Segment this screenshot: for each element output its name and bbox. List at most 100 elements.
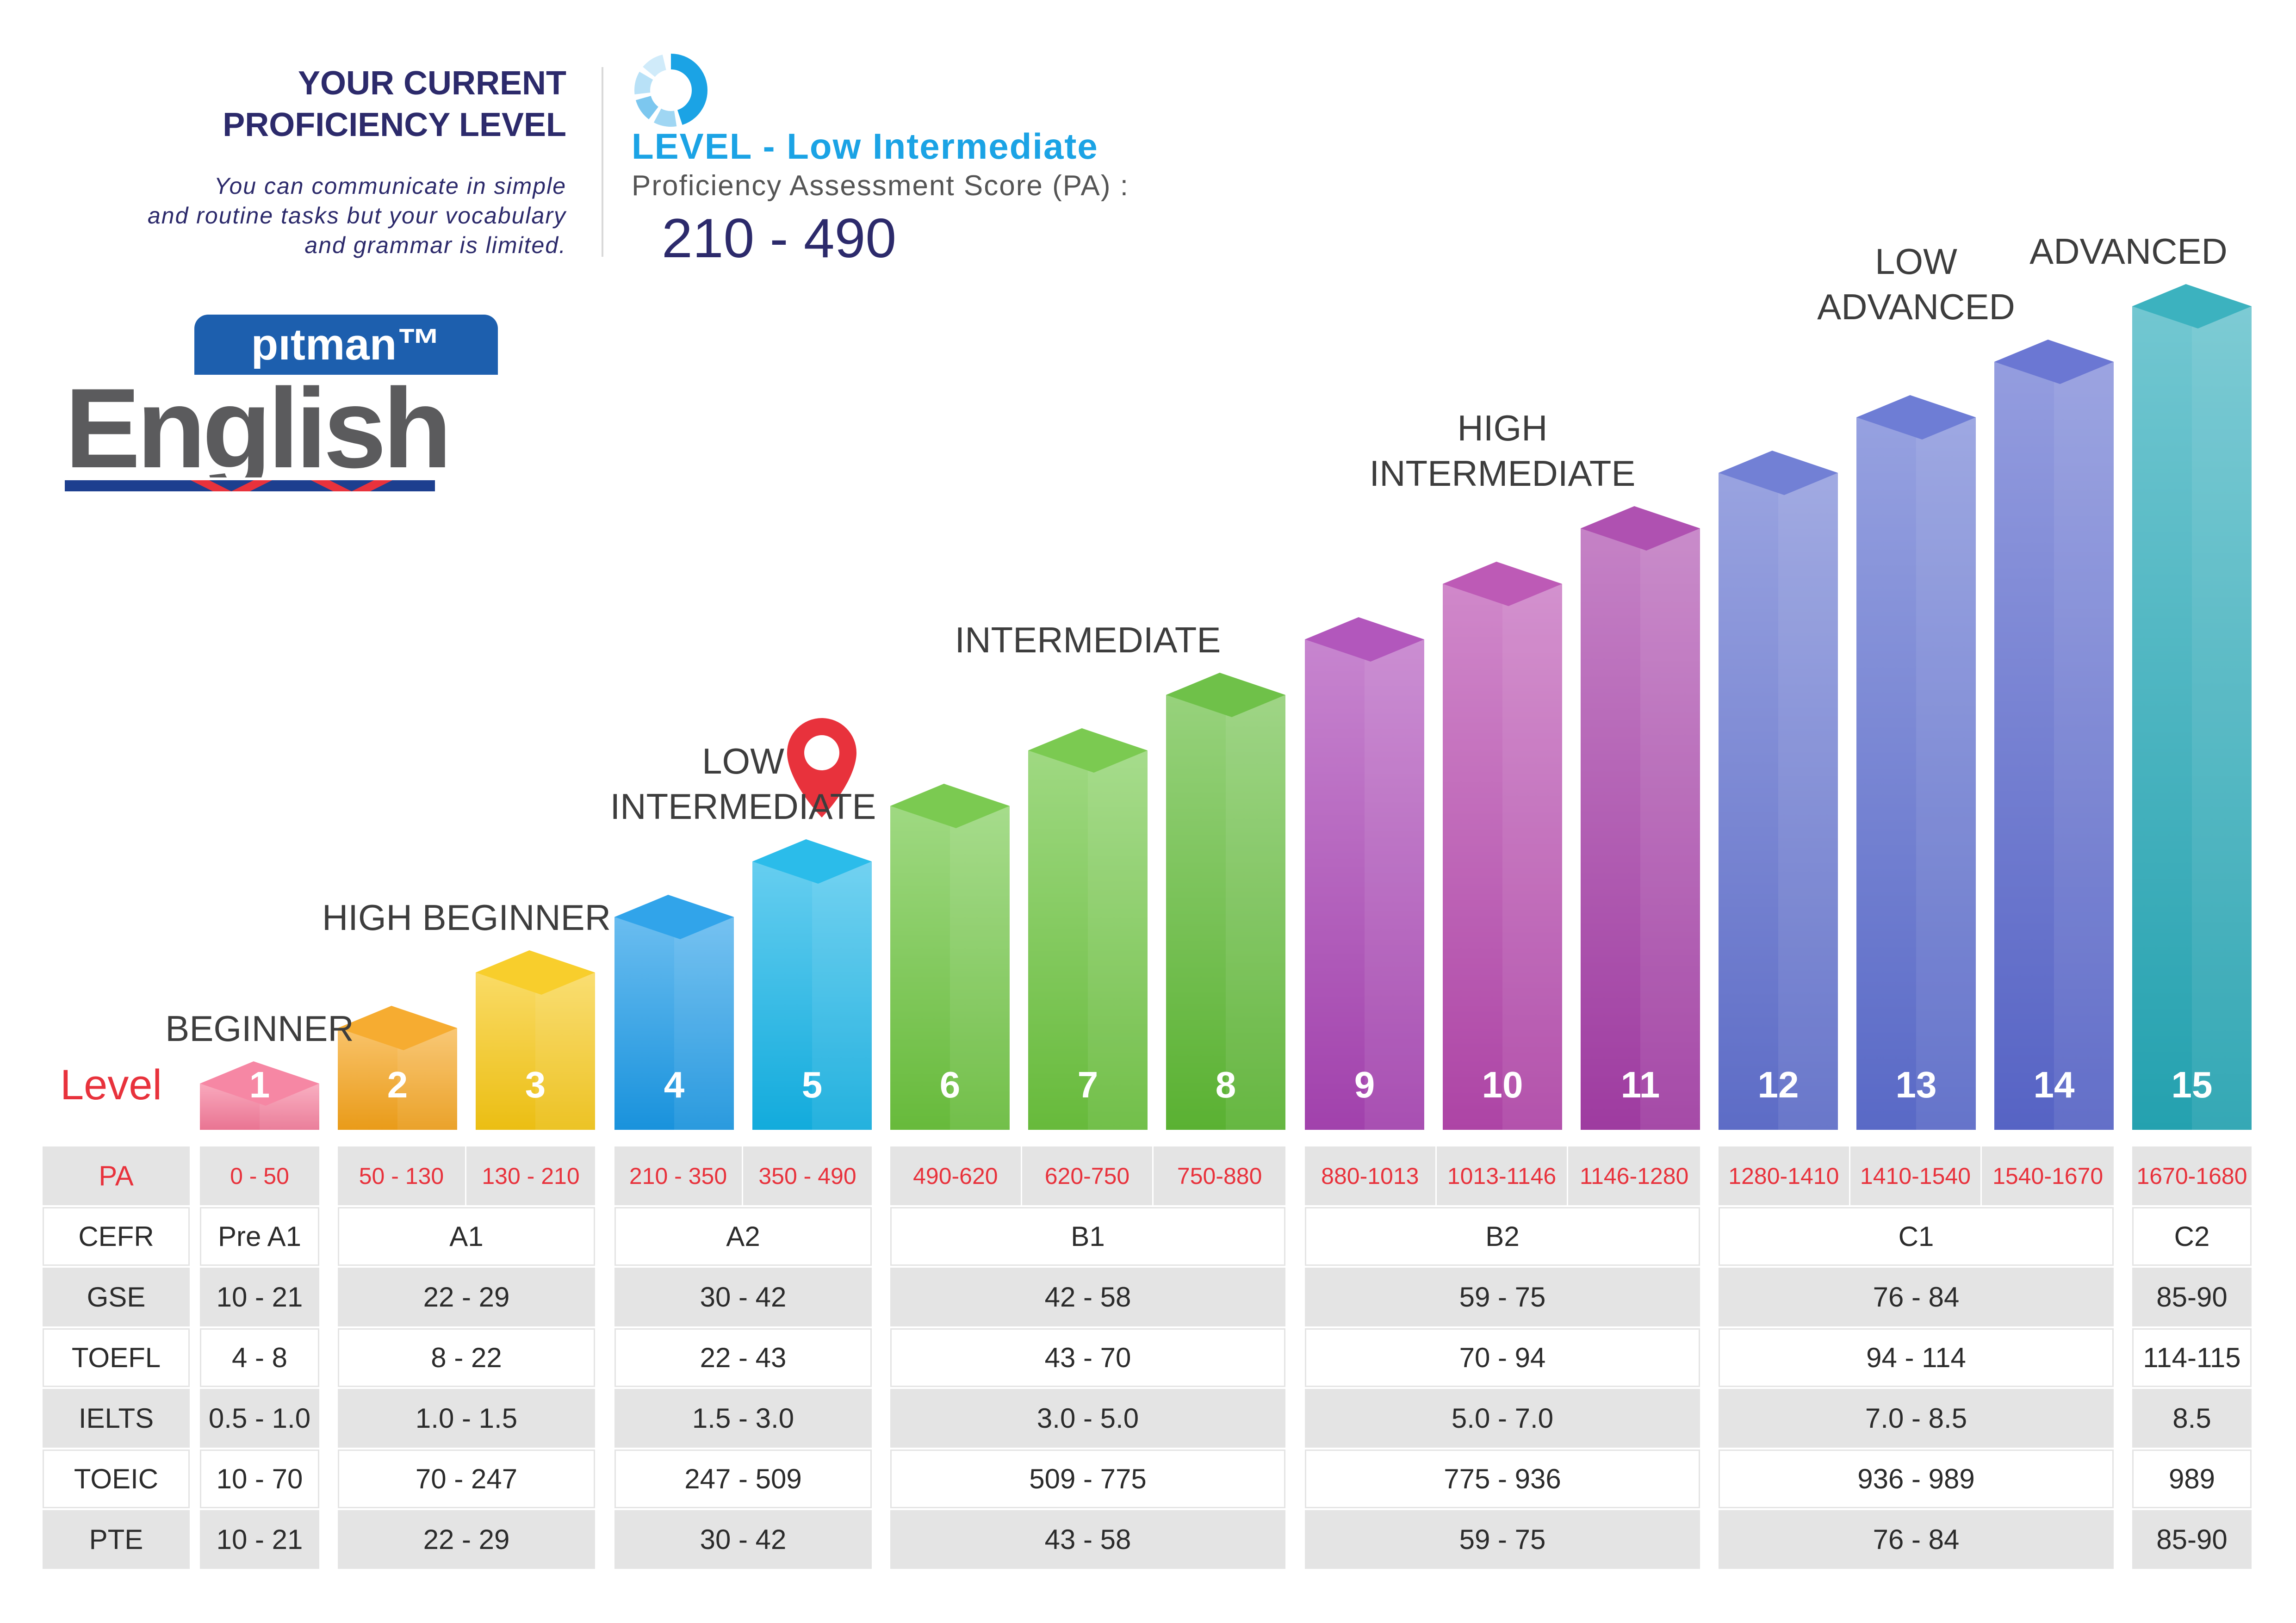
gse-cell: 59 - 75 — [1305, 1268, 1700, 1326]
bar-number-3: 3 — [525, 1064, 546, 1105]
ielts-cell: 3.0 - 5.0 — [890, 1389, 1285, 1448]
ielts-cell: 1.5 - 3.0 — [614, 1389, 872, 1448]
pa-cell: 1410-1540 — [1850, 1146, 1982, 1205]
bar-level-2: 2 — [338, 1006, 457, 1130]
row-header-toefl: TOEFL — [43, 1328, 190, 1387]
category-label: INTERMEDIATE — [926, 617, 1250, 663]
pte-cell: 59 - 75 — [1305, 1510, 1700, 1569]
bar-top-1 — [200, 1061, 319, 1106]
category-label: LOW ADVANCED — [1754, 239, 2078, 329]
bar-front-5 — [752, 861, 872, 1130]
pitman-english-logo: pıtman™ English — [65, 315, 498, 500]
bar-top-2 — [338, 1006, 457, 1050]
proficiency-description: You can communicate in simple and routin… — [11, 171, 566, 260]
toeic-cell: 509 - 775 — [890, 1450, 1285, 1508]
pa-cell: 130 - 210 — [466, 1146, 595, 1205]
logo-banner: pıtman™ — [194, 315, 498, 375]
bar-side-6 — [950, 806, 1010, 1130]
bar-front-3 — [476, 973, 595, 1130]
bar-top-11 — [1581, 506, 1700, 551]
category-label-line: INTERMEDIATE — [955, 619, 1221, 660]
category-label: LOW INTERMEDIATE — [581, 738, 905, 829]
logo-english-text: English — [65, 365, 452, 491]
row-header-gse: GSE — [43, 1268, 190, 1326]
bar-top-10 — [1443, 562, 1562, 606]
bar-side-5 — [812, 861, 872, 1130]
bar-side-13 — [1916, 417, 1976, 1130]
row-header-cefr: CEFR — [43, 1207, 190, 1266]
toeic-cell: 936 - 989 — [1719, 1450, 2114, 1508]
pa-cell: 50 - 130 — [338, 1146, 466, 1205]
gse-cell: 30 - 42 — [614, 1268, 872, 1326]
bar-number-12: 12 — [1758, 1064, 1799, 1105]
row-header-ielts: IELTS — [43, 1389, 190, 1448]
toefl-cell: 114-115 — [2132, 1328, 2252, 1387]
bar-top-8 — [1166, 673, 1285, 717]
cefr-cell: B2 — [1305, 1207, 1700, 1266]
bar-front-4 — [614, 917, 734, 1130]
bar-number-1: 1 — [249, 1064, 270, 1105]
bar-level-12: 12 — [1719, 451, 1838, 1130]
description-line-3: and grammar is limited. — [304, 232, 566, 258]
bar-side-15 — [2192, 306, 2252, 1130]
bar-side-12 — [1778, 473, 1838, 1130]
bar-front-7 — [1028, 750, 1148, 1130]
cefr-cell: C2 — [2132, 1207, 2252, 1266]
logo-pitman-text: pıtman™ — [251, 320, 441, 369]
progress-ring-icon — [634, 54, 707, 127]
bar-number-9: 9 — [1354, 1064, 1375, 1105]
bar-level-5: 5 — [752, 839, 872, 1130]
bar-number-13: 13 — [1896, 1064, 1937, 1105]
bar-number-8: 8 — [1216, 1064, 1236, 1105]
category-label-line: ADVANCED — [2029, 231, 2228, 272]
proficiency-heading: YOUR CURRENT PROFICIENCY LEVEL — [11, 62, 566, 146]
union-flag-stripe-icon — [65, 477, 435, 491]
current-level-title: LEVEL - Low Intermediate — [632, 126, 1098, 167]
pa-cell: 1280-1410 — [1719, 1146, 1850, 1205]
bar-side-11 — [1640, 528, 1700, 1130]
gse-cell: 76 - 84 — [1719, 1268, 2114, 1326]
pa-cell: 350 - 490 — [743, 1146, 872, 1205]
gse-cell: 85-90 — [2132, 1268, 2252, 1326]
pte-cell: 43 - 58 — [890, 1510, 1285, 1569]
toefl-cell: 43 - 70 — [890, 1328, 1285, 1387]
bar-top-3 — [476, 950, 595, 995]
bar-front-11 — [1581, 528, 1700, 1130]
category-label-line: HIGH — [1457, 408, 1548, 448]
bar-top-13 — [1856, 395, 1976, 440]
heading-line-2: PROFICIENCY LEVEL — [223, 106, 566, 143]
gse-cell: 10 - 21 — [200, 1268, 319, 1326]
bar-level-10: 10 — [1443, 562, 1562, 1130]
bar-level-6: 6 — [890, 784, 1010, 1130]
pa-cell: 750-880 — [1154, 1146, 1285, 1205]
category-label: BEGINNER — [98, 1006, 422, 1051]
bar-number-15: 15 — [2172, 1064, 2213, 1105]
bar-top-15 — [2132, 284, 2252, 328]
level-axis-label: Level — [60, 1061, 162, 1109]
bar-top-4 — [614, 895, 734, 939]
pa-cell: 1013-1146 — [1436, 1146, 1569, 1205]
heading-line-1: YOUR CURRENT — [298, 65, 566, 102]
bar-front-12 — [1719, 473, 1838, 1130]
pte-cell: 30 - 42 — [614, 1510, 872, 1569]
cefr-cell: Pre A1 — [200, 1207, 319, 1266]
bar-front-10 — [1443, 584, 1562, 1130]
bar-top-5 — [752, 839, 872, 884]
bar-top-6 — [890, 784, 1010, 828]
pte-cell: 22 - 29 — [338, 1510, 595, 1569]
category-label: HIGH BEGINNER — [304, 895, 628, 940]
bar-level-8: 8 — [1166, 673, 1285, 1130]
bar-top-7 — [1028, 728, 1148, 773]
description-line-2: and routine tasks but your vocabulary — [147, 203, 566, 229]
row-header-toeic: TOEIC — [43, 1450, 190, 1508]
pa-cell: 0 - 50 — [200, 1146, 319, 1205]
bar-level-4: 4 — [614, 895, 734, 1130]
bar-top-9 — [1305, 617, 1424, 662]
toeic-cell: 70 - 247 — [338, 1450, 595, 1508]
bar-number-7: 7 — [1078, 1064, 1098, 1105]
bar-level-9: 9 — [1305, 617, 1424, 1130]
cefr-cell: B1 — [890, 1207, 1285, 1266]
toeic-cell: 775 - 936 — [1305, 1450, 1700, 1508]
toefl-cell: 94 - 114 — [1719, 1328, 2114, 1387]
